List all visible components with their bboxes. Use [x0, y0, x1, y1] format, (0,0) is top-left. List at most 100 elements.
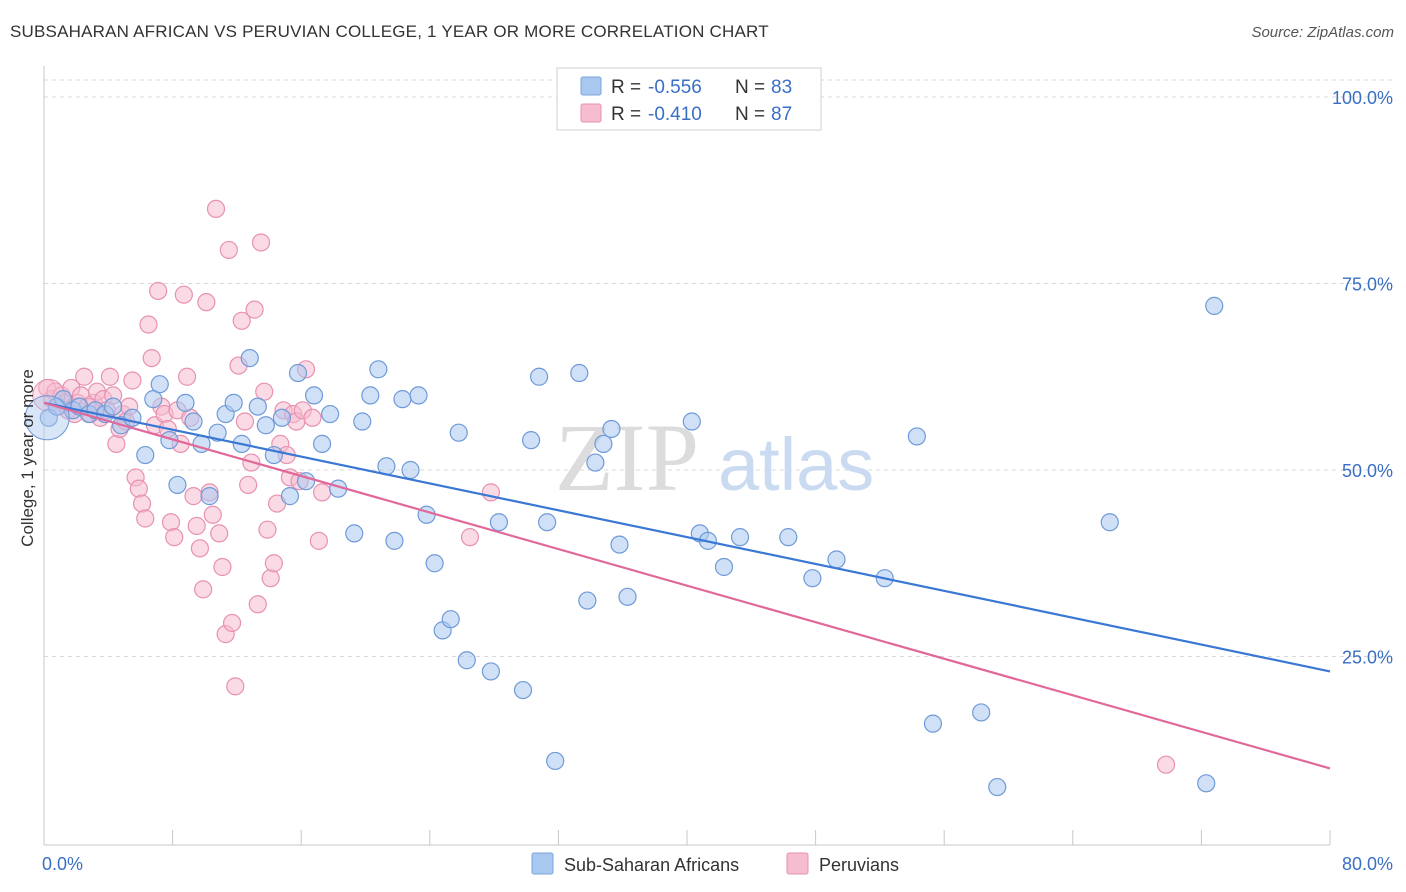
data-point-peruvians: [261, 569, 280, 588]
data-point-subsaharan: [972, 703, 991, 722]
legend-r-label-pink: R =: [611, 104, 641, 125]
x-tick-label: 80.0%: [1342, 854, 1393, 874]
data-point-subsaharan: [104, 397, 123, 416]
data-point-subsaharan: [272, 408, 292, 427]
data-point-subsaharan: [827, 550, 846, 569]
data-point-peruvians: [142, 349, 161, 368]
data-point-subsaharan: [714, 557, 734, 577]
data-point-peruvians: [161, 513, 181, 532]
data-point-subsaharan: [602, 419, 621, 439]
legend-n-value-pink: 87: [771, 104, 792, 125]
tick-labels: 25.0% 50.0% 75.0% 100.0% 0.0% 80.0%: [42, 88, 1393, 874]
legend-swatch-pink: [580, 103, 602, 123]
bottom-legend-swatch-pink: [786, 852, 809, 875]
data-point-subsaharan: [280, 487, 300, 506]
data-point-subsaharan: [538, 513, 557, 532]
data-point-subsaharan: [988, 777, 1007, 797]
bottom-legend-label-blue: Sub-Saharan Africans: [564, 855, 739, 875]
data-point-peruvians: [251, 233, 271, 252]
series-peruvians-points: [32, 199, 1176, 774]
data-point-subsaharan: [123, 408, 142, 427]
data-point-subsaharan: [1205, 296, 1224, 315]
data-point-peruvians: [129, 479, 148, 498]
watermark-zip: ZIP: [555, 404, 699, 511]
data-point-subsaharan: [618, 587, 637, 606]
data-point-peruvians: [239, 475, 258, 495]
data-point-subsaharan: [150, 375, 169, 394]
data-point-peruvians: [174, 285, 193, 304]
trend-lines: [43, 401, 1331, 770]
bottom-legend-swatch-blue: [531, 852, 554, 875]
y-tick-label: 25.0%: [1342, 648, 1393, 668]
data-point-subsaharan: [224, 393, 243, 412]
y-tick-label: 75.0%: [1342, 275, 1393, 295]
data-point-subsaharan: [425, 554, 444, 573]
data-point-peruvians: [136, 509, 155, 528]
data-point-peruvians: [245, 300, 264, 319]
data-point-subsaharan: [304, 386, 324, 405]
data-point-subsaharan: [361, 386, 380, 405]
data-point-subsaharan: [513, 680, 533, 700]
data-point-peruvians: [139, 315, 158, 334]
data-point-peruvians: [258, 520, 277, 539]
data-point-peruvians: [187, 516, 206, 536]
legend-n-label-blue: N =: [735, 77, 765, 98]
legend-n-value-blue: 83: [771, 77, 792, 98]
bottom-legend-label-pink: Peruvians: [819, 855, 899, 875]
data-point-peruvians: [219, 240, 238, 260]
data-point-subsaharan: [546, 751, 565, 771]
data-point-subsaharan: [345, 524, 364, 543]
data-point-subsaharan: [184, 412, 203, 431]
data-point-peruvians: [75, 367, 94, 386]
data-point-subsaharan: [240, 349, 259, 368]
data-point-peruvians: [203, 505, 222, 524]
data-point-subsaharan: [586, 453, 605, 472]
chart-title: SUBSAHARAN AFRICAN VS PERUVIAN COLLEGE, …: [10, 22, 769, 41]
data-point-peruvians: [123, 371, 142, 390]
data-point-subsaharan: [441, 610, 460, 629]
legend-swatch-blue: [580, 76, 602, 96]
data-point-subsaharan: [385, 531, 404, 550]
data-point-subsaharan: [779, 528, 798, 547]
data-point-subsaharan: [594, 434, 613, 453]
watermark-atlas: atlas: [718, 423, 874, 506]
data-point-peruvians: [232, 311, 251, 330]
data-point-peruvians: [226, 677, 245, 696]
data-point-peruvians: [177, 367, 197, 386]
data-point-subsaharan: [168, 475, 187, 495]
data-point-peruvians: [1156, 755, 1176, 774]
data-point-peruvians: [210, 524, 229, 543]
data-point-subsaharan: [1100, 513, 1119, 532]
source-label: Source: ZipAtlas.com: [1251, 24, 1394, 41]
data-point-subsaharan: [409, 386, 428, 405]
trend-line-peruvians: [43, 401, 1331, 770]
data-point-subsaharan: [393, 390, 412, 409]
data-point-peruvians: [213, 557, 232, 577]
data-point-subsaharan: [457, 651, 476, 670]
data-point-subsaharan: [321, 404, 340, 424]
y-tick-label: 100.0%: [1332, 88, 1393, 108]
series-subsaharan-points: [24, 296, 1224, 797]
data-point-peruvians: [107, 434, 126, 453]
legend-r-label-blue: R =: [611, 77, 641, 98]
data-point-peruvians: [132, 494, 152, 513]
data-point-subsaharan: [449, 423, 468, 442]
data-point-peruvians: [312, 483, 332, 502]
data-point-subsaharan: [208, 423, 227, 442]
data-point-peruvians: [235, 412, 255, 431]
data-point-peruvians: [222, 613, 242, 633]
data-point-subsaharan: [570, 363, 589, 383]
axes: [43, 66, 1331, 846]
legend-n-label-pink: N =: [735, 104, 765, 125]
stats-legend: R = -0.556 N = 83 R = -0.410 N = 87: [556, 67, 822, 131]
data-point-peruvians: [460, 528, 480, 547]
data-point-subsaharan: [730, 528, 750, 547]
data-point-peruvians: [149, 281, 168, 301]
data-point-peruvians: [303, 408, 322, 427]
data-point-subsaharan: [682, 412, 701, 431]
data-point-subsaharan: [401, 460, 420, 480]
data-point-subsaharan: [256, 416, 275, 435]
data-point-subsaharan: [1197, 774, 1216, 793]
data-point-subsaharan: [923, 714, 943, 733]
data-point-subsaharan: [176, 393, 195, 412]
